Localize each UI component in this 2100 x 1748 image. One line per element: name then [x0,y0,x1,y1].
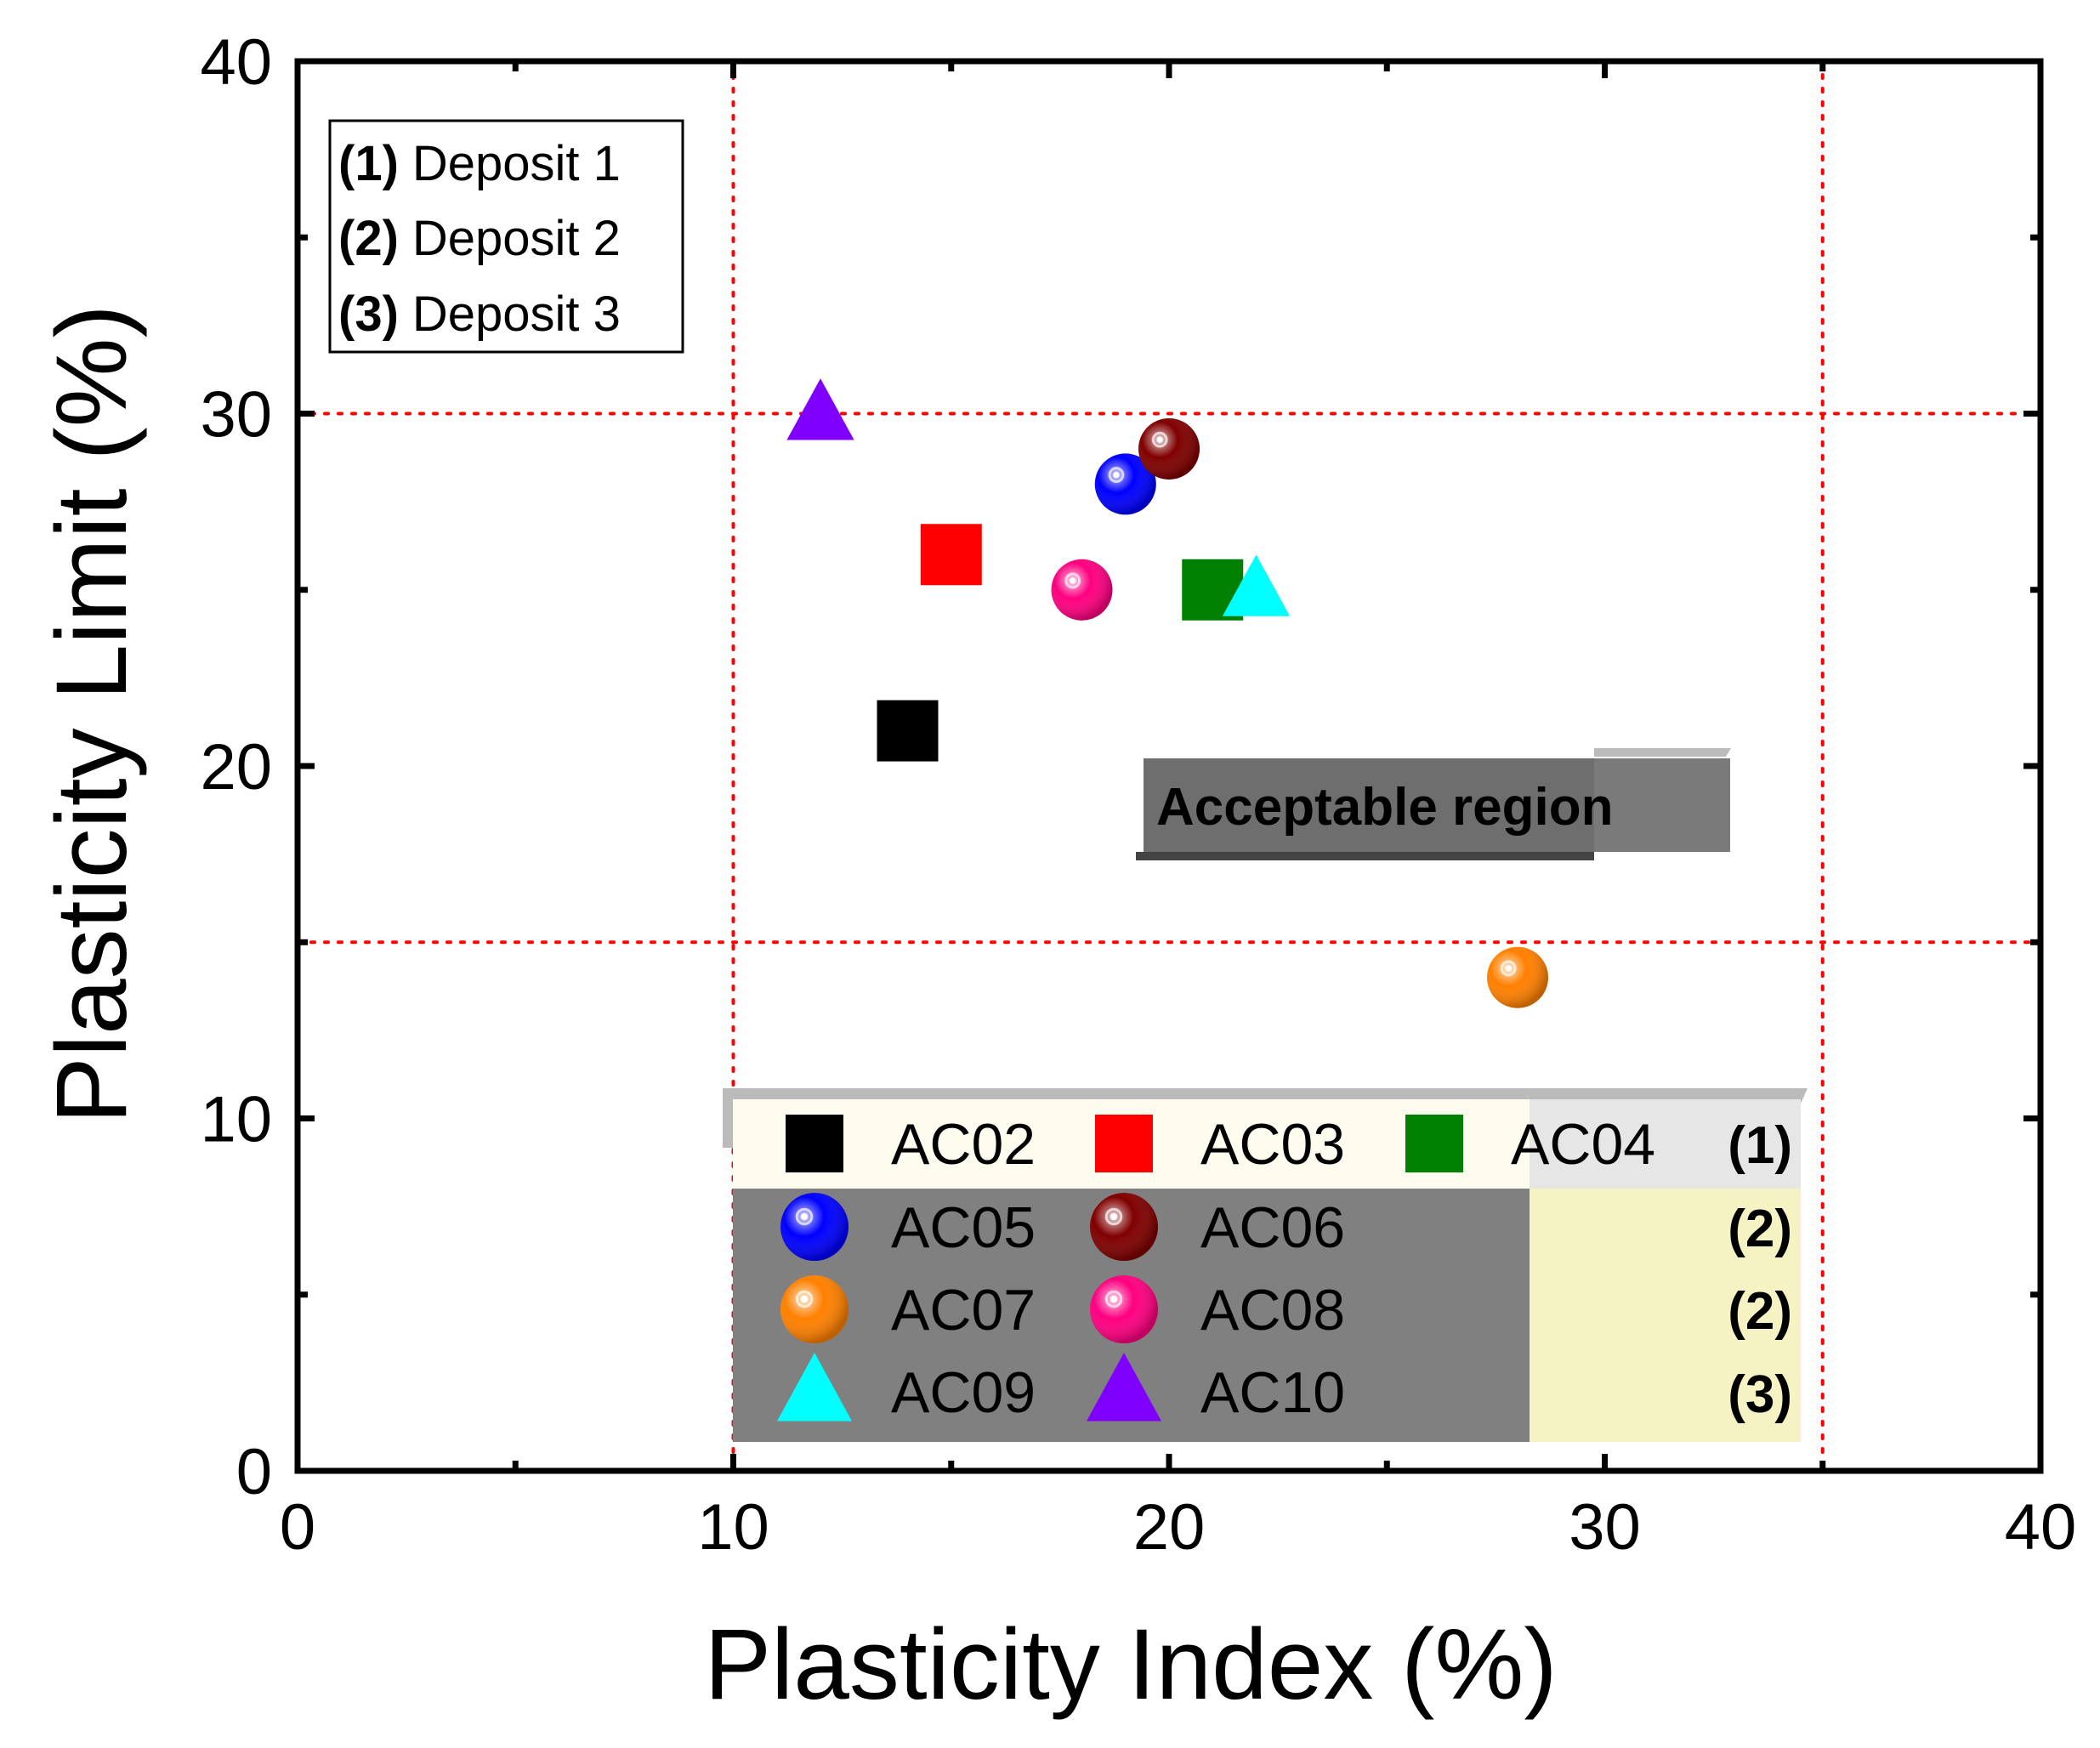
x-axis-title: Plasticity Index (%) [704,1609,1557,1721]
x-tick-label: 20 [1133,1491,1206,1564]
legend-group-label-2a: (2) [1728,1200,1792,1258]
deposit-3-label: (3) Deposit 3 [338,287,621,342]
deposit-1-label: (1) Deposit 1 [338,136,621,191]
legend-marker-ac06 [1090,1193,1158,1261]
x-tick-label: 30 [1569,1491,1641,1564]
legend-marker-ac08 [1090,1275,1158,1343]
data-points [786,378,1548,1008]
y-axis-title: Plasticity Limit (%) [36,304,148,1124]
point-ac08 [1051,559,1113,621]
x-tick-label: 10 [697,1491,769,1564]
legend-label-ac07: AC07 [891,1278,1036,1342]
legend-label-ac06: AC06 [1200,1195,1345,1260]
acceptable-region-label: Acceptable region [1136,748,1731,860]
legend-label-ac08: AC08 [1200,1278,1345,1342]
deposit-2-label: (2) Deposit 2 [338,211,621,266]
region-label-text: Acceptable region [1156,778,1613,837]
legend-marker-ac03 [1095,1115,1153,1172]
y-tick-labels: 0 10 20 30 40 [200,26,272,1508]
legend-label-ac10: AC10 [1200,1360,1345,1425]
legend-group-label-1: (1) [1728,1116,1792,1175]
legend-marker-ac05 [780,1193,849,1261]
legend-label-ac05: AC05 [891,1195,1036,1260]
y-tick-label: 30 [200,379,272,451]
legend-marker-ac07 [780,1275,849,1343]
deposit-key: (1) Deposit 1 (2) Deposit 2 (3) Deposit 3 [328,119,684,354]
axes [294,58,2044,1474]
legend-label-ac02: AC02 [891,1112,1036,1177]
legend-marker-ac09 [777,1353,852,1422]
point-ac06 [1138,417,1200,480]
legend-label-ac04: AC04 [1511,1112,1655,1177]
x-tick-label: 0 [280,1491,315,1564]
legend-group-label-2b: (2) [1728,1282,1792,1341]
point-ac09 [1222,554,1291,616]
y-tick-label: 10 [200,1084,272,1156]
legend-label-ac03: AC03 [1200,1112,1345,1177]
legend-marker-ac04 [1405,1115,1463,1172]
legend-group-label-3: (3) [1728,1365,1792,1424]
legend-marker-ac02 [786,1115,843,1172]
y-tick-label: 0 [236,1436,272,1508]
series-legend: AC02 AC03 AC04 AC05 AC06 AC07 AC08 AC09 AC10 (1)… [723,1088,1808,1442]
y-tick-label: 40 [200,26,272,99]
point-ac02 [877,700,939,762]
point-ac05 [1094,453,1156,515]
point-ac03 [920,524,982,586]
legend-label-ac09: AC09 [891,1360,1036,1425]
point-ac10 [786,378,854,440]
point-ac07 [1487,946,1548,1008]
y-tick-label: 20 [200,731,272,803]
legend-marker-ac10 [1087,1353,1161,1422]
x-tick-label: 40 [2005,1491,2077,1564]
x-tick-labels: 0 10 20 30 40 [280,1491,2076,1564]
